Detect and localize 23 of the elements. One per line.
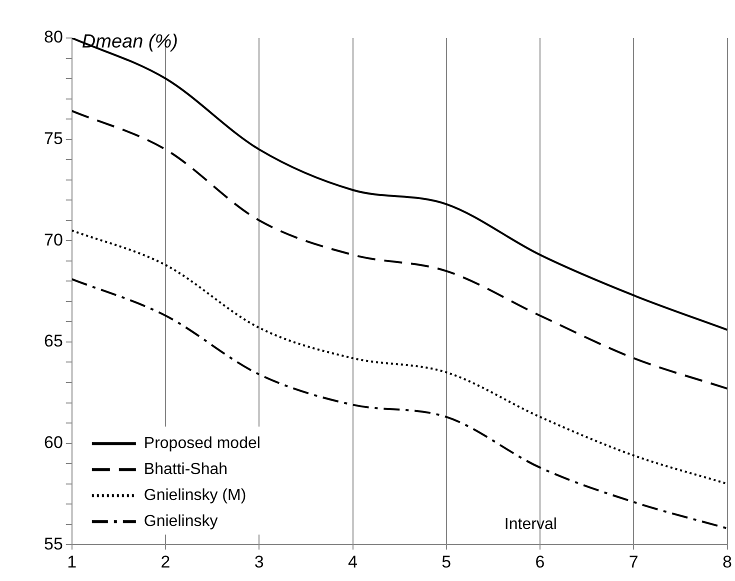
x-tick-label: 5 [442,552,452,572]
x-tick-label: 4 [348,552,358,572]
x-axis-title: Interval [504,516,557,534]
x-tick-label: 6 [535,552,545,572]
x-tick-label: 7 [628,552,638,572]
y-tick-label: 75 [44,129,63,148]
y-tick-label: 70 [44,230,63,250]
line-series [72,278,728,530]
legend-label: Proposed model [144,435,260,452]
legend-label: Gnielinsky [144,513,218,530]
x-tick-label: 3 [254,552,264,572]
line-series [72,230,728,485]
line-series [72,110,728,390]
y-axis-title: Dmean (%) [82,31,178,52]
x-tick-label: 1 [67,552,77,572]
y-tick-label: 55 [44,534,63,554]
x-tick-label: 8 [722,552,732,572]
legend-label: Bhatti-Shah [144,461,228,478]
y-tick-label: 60 [44,432,63,452]
y-tick-label: 80 [44,28,63,47]
y-tick-label: 65 [44,332,63,351]
legend-label: Gnielinsky (M) [144,487,246,504]
x-tick-label: 2 [160,552,170,572]
